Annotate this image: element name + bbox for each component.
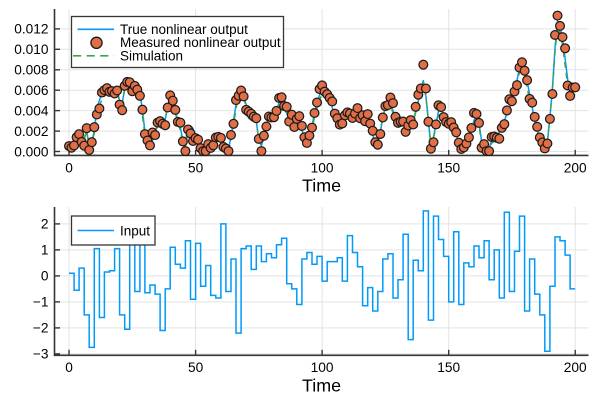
svg-text:150: 150: [437, 360, 460, 375]
svg-text:0: 0: [65, 160, 73, 175]
svg-text:0.010: 0.010: [14, 42, 49, 57]
svg-text:200: 200: [564, 360, 587, 375]
svg-text:150: 150: [437, 160, 460, 175]
svg-text:200: 200: [564, 160, 587, 175]
svg-text:Time: Time: [302, 176, 341, 196]
svg-text:0.012: 0.012: [14, 22, 48, 37]
svg-text:0.006: 0.006: [14, 83, 49, 98]
svg-text:50: 50: [188, 360, 204, 375]
svg-text:1: 1: [41, 243, 49, 258]
svg-text:−2: −2: [33, 321, 49, 336]
svg-text:0: 0: [65, 360, 73, 375]
svg-text:100: 100: [311, 160, 334, 175]
svg-text:0.002: 0.002: [14, 124, 48, 139]
svg-text:True nonlinear output: True nonlinear output: [120, 22, 248, 37]
svg-text:−3: −3: [33, 347, 49, 362]
svg-text:Measured nonlinear output: Measured nonlinear output: [120, 35, 281, 50]
svg-text:0.008: 0.008: [14, 63, 49, 78]
svg-text:Input: Input: [120, 223, 150, 238]
svg-text:0.000: 0.000: [14, 144, 49, 159]
svg-text:0.004: 0.004: [14, 103, 49, 118]
svg-text:Simulation: Simulation: [120, 48, 183, 63]
svg-text:0: 0: [41, 269, 49, 284]
svg-text:50: 50: [188, 160, 204, 175]
svg-text:−1: −1: [33, 295, 49, 310]
svg-text:Time: Time: [302, 375, 341, 395]
svg-text:100: 100: [311, 360, 334, 375]
svg-text:2: 2: [41, 217, 49, 232]
